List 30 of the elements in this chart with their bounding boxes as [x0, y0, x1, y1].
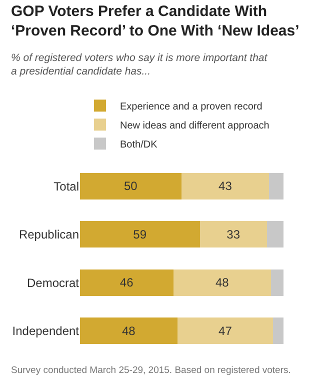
bar: [178, 318, 274, 344]
data-label: 48: [215, 276, 230, 290]
bar: [80, 221, 200, 248]
y-tick-label: Republican: [18, 228, 79, 242]
data-label: 59: [133, 227, 147, 242]
y-tick-label: Independent: [12, 324, 80, 338]
data-label: 33: [226, 227, 240, 242]
legend-label: Experience and a proven record: [120, 102, 262, 113]
bar: [267, 221, 284, 248]
bar: [182, 172, 270, 200]
text: Survey conducted March 25-29, 2015. Based on registered voters.: [11, 365, 291, 376]
bar: [80, 172, 182, 200]
data-label: 47: [218, 324, 232, 338]
data-label: 50: [124, 179, 138, 194]
bar: [271, 269, 284, 296]
chart-subtitle: % of registered voters who say it is more important that a presidential candidate has...: [11, 52, 268, 78]
y-tick-label: Total: [54, 179, 79, 194]
legend-label: Both/DK: [120, 140, 158, 151]
bar: [200, 221, 268, 248]
data-label: 43: [218, 179, 232, 194]
bar: [80, 318, 178, 344]
data-label: 48: [122, 324, 136, 338]
chart-title: GOP Voters Prefer a Candidate With ‘Proven Record’ to One With ‘New Ideas’: [11, 3, 300, 40]
legend-label: New ideas and different approach: [120, 120, 270, 132]
y-tick-label: Democrat: [26, 276, 80, 290]
bar: [174, 269, 272, 296]
bar: [80, 269, 174, 296]
bar: [273, 318, 284, 344]
bar: [269, 172, 284, 200]
data-label: 46: [120, 276, 134, 290]
